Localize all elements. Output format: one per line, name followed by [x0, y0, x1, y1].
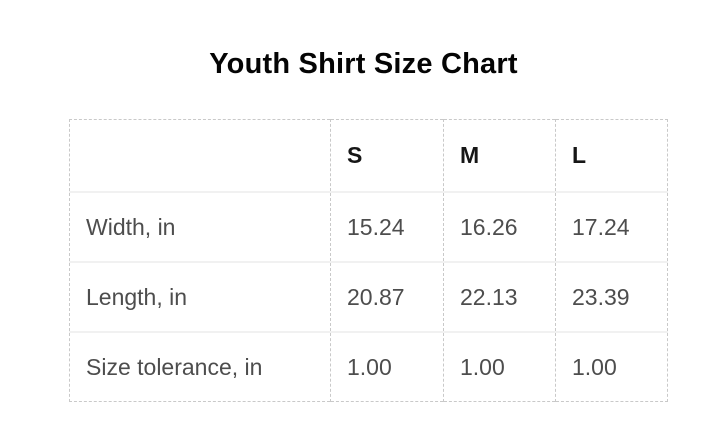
size-chart-table: S M L Width, in 15.24 16.26 17.24 Length… [69, 119, 668, 402]
table-header-row: S M L [70, 119, 668, 193]
table-cell: 16.26 [443, 191, 556, 262]
header-cell-blank [70, 120, 331, 193]
table-cell: 15.24 [330, 191, 444, 262]
table-cell: 23.39 [555, 261, 668, 332]
table-cell: 1.00 [443, 331, 556, 402]
header-cell-size-m: M [443, 119, 556, 192]
table-cell: 20.87 [330, 261, 444, 332]
table-cell: 1.00 [555, 331, 668, 402]
table-row-length: Length, in 20.87 22.13 23.39 [69, 261, 668, 332]
row-label: Length, in [69, 261, 331, 332]
table-row-size-tolerance: Size tolerance, in 1.00 1.00 1.00 [69, 331, 668, 402]
table-row-width: Width, in 15.24 16.26 17.24 [69, 191, 668, 262]
page-title: Youth Shirt Size Chart [209, 48, 518, 80]
row-label: Size tolerance, in [69, 331, 331, 402]
table-cell: 17.24 [555, 191, 668, 262]
header-cell-size-l: L [555, 119, 668, 192]
row-label: Width, in [69, 191, 331, 262]
table-cell: 1.00 [330, 331, 444, 402]
header-cell-size-s: S [330, 119, 444, 192]
table-cell: 22.13 [443, 261, 556, 332]
